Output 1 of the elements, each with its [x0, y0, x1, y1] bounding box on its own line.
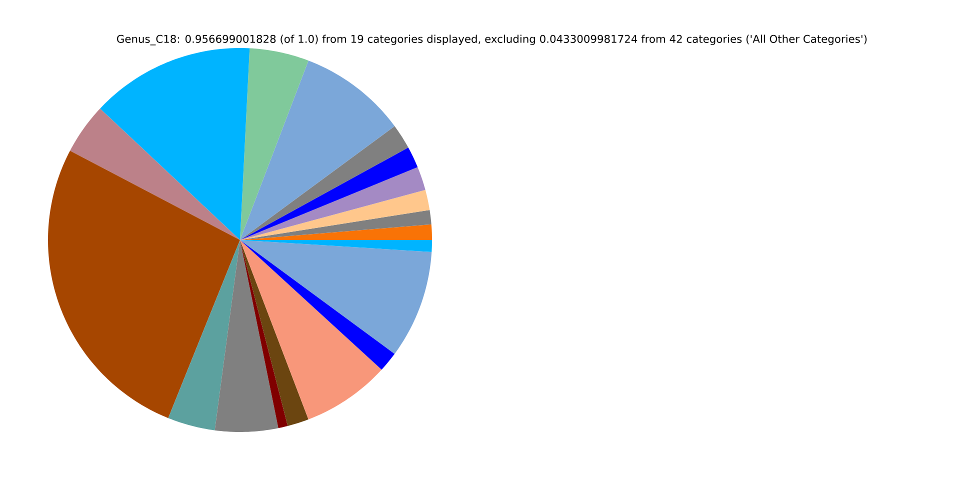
text: Genus_C18: 0.956699001828 (of 1.0) from 19 categories displayed, excluding 0.0433009981724 from 42 categories ('All Other Categories'): [117, 34, 867, 46]
